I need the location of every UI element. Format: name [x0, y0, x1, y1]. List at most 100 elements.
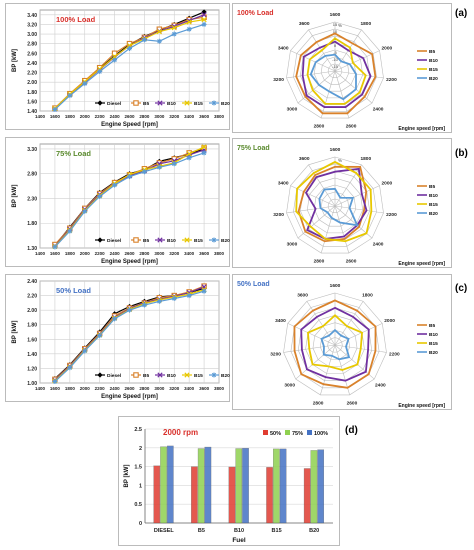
line1-legend-label: B15 — [194, 238, 203, 244]
bar0-bar-100pct — [279, 448, 287, 524]
bar0-bar-75pct — [273, 448, 280, 524]
line1-legend-label: B5 — [143, 238, 149, 244]
line2-xtick-label: 2600 — [124, 386, 135, 391]
line0-point-b20 — [186, 26, 192, 32]
line2-ytick-label: 2.00 — [27, 308, 37, 314]
line1-xtick-label: 2800 — [139, 251, 150, 256]
radar1-legend-label: B15 — [429, 202, 438, 208]
line2-legend-marker — [157, 372, 163, 378]
bar0-bar-50pct — [191, 466, 198, 524]
radar2-title: 50% Load — [237, 281, 270, 288]
radar2-axis-label: 1600 — [330, 283, 341, 289]
radar2-spoke — [287, 323, 336, 346]
line0-legend-marker — [211, 100, 217, 106]
radar0-ring — [320, 56, 350, 85]
radar1-spoke — [286, 205, 336, 214]
line1-point-b20 — [141, 169, 147, 175]
line1-xlabel: Engine Speed [rpm] — [101, 259, 158, 265]
radar0-ring-label: -10 — [332, 57, 339, 62]
radar0-series-b20 — [309, 53, 357, 101]
line2-point-b20 — [82, 348, 88, 354]
radar1-series-b10 — [304, 167, 368, 240]
line0-xtick-label: 3800 — [214, 114, 225, 119]
bar0-title: 2000 rpm — [163, 428, 198, 437]
radar2-legend-label: B20 — [429, 350, 438, 356]
radar0-series-b15 — [306, 37, 367, 105]
radar0-ring-label: -5 — [333, 50, 337, 55]
line0-legend-marker — [97, 100, 103, 106]
line1-point-b20 — [112, 182, 118, 188]
radar1-axis-label: 3600 — [299, 156, 310, 162]
radar0-series-b5 — [295, 32, 377, 115]
line1-title: 75% Load — [56, 149, 91, 158]
line0-xtick-label: 1400 — [35, 114, 46, 119]
bar0-bar-100pct — [167, 445, 174, 524]
radar1-spoke — [334, 205, 350, 254]
bar0-bar-100pct — [317, 449, 325, 524]
line2-legend-marker — [97, 372, 103, 378]
line0-xtick-label: 3600 — [199, 114, 210, 119]
radar0-series-b10 — [301, 40, 372, 108]
line0-xtick-label: 3000 — [154, 114, 165, 119]
line2-legend-label: B15 — [194, 373, 203, 379]
bar0-bar-50pct — [303, 468, 311, 524]
line1-point-b20 — [156, 164, 162, 170]
radar0-spoke — [297, 70, 336, 104]
bar0-ytick-label: 1 — [139, 483, 142, 489]
line0-legend-marker — [133, 100, 139, 106]
radar2-axis-label: 2600 — [347, 401, 358, 407]
line-chart-100-load-svg: 1.40 1.60 1.80 2.00 2.20 2.40 2.60 2.80 3.00 3.20… — [12, 9, 230, 128]
radar1-spoke — [320, 205, 336, 254]
radar2-spoke — [306, 301, 336, 346]
line1-point-b15 — [186, 151, 192, 157]
bar0-legend-label: 100% — [314, 431, 328, 437]
line0-xtick-label: 3400 — [184, 114, 195, 119]
line1-point-b20 — [186, 155, 192, 161]
radar0-axis-label: 2600 — [346, 124, 357, 130]
line0-ytick-label: 2.40 — [27, 61, 37, 67]
radar2-axis-label: 2800 — [313, 401, 324, 407]
radar1-axis-label: 2200 — [386, 212, 397, 218]
bar0-xlabel: Fuel — [232, 537, 246, 544]
line0-xtick-label: 2400 — [110, 114, 121, 119]
panel-tag-d: (d) — [345, 425, 358, 436]
line2-xtick-label: 2200 — [95, 386, 106, 391]
line2-legend-label: B20 — [221, 373, 230, 379]
line2-ylabel: BP [kW] — [12, 321, 18, 344]
line0-ytick-label: 1.60 — [27, 99, 37, 105]
radar2-angle-label: Engine speed [rpm] — [398, 403, 445, 409]
line2-point-b20 — [67, 365, 73, 371]
line0-xtick-label: 2600 — [124, 114, 135, 119]
line0-xtick-label: 1800 — [65, 114, 76, 119]
radar0-ring-label: -15 — [332, 64, 339, 69]
radar-chart-100-load-svg: 1600 1800 2000 2200 2400 2600 2800 3000 3200 3400… — [237, 10, 445, 132]
line0-legend-label: Diesel — [107, 101, 121, 107]
line0-ytick-label: 2.00 — [27, 80, 37, 86]
line2-ytick-label: 1.00 — [27, 381, 37, 387]
radar1-title: 75% Load — [237, 145, 270, 152]
radar1-axis-label: 2400 — [373, 241, 384, 247]
line1-point-b20 — [82, 208, 88, 214]
radar2-axis-label: 3000 — [284, 382, 295, 388]
bar-chart-2000-rpm: 0 0.5 1 1.5 2 2.5 DIESEL B5 B10 B15 B20 Fuel BP [kW]… — [118, 416, 340, 546]
radar1-axis-label: 2000 — [382, 180, 393, 186]
line1-legend-marker — [211, 237, 217, 243]
radar0-legend-label: B15 — [429, 67, 438, 73]
bar0-ytick-label: 2.5 — [134, 427, 142, 433]
radar2-series-b20 — [320, 328, 351, 361]
line0-ytick-label: 1.80 — [27, 90, 37, 96]
radar0-axis-label: 1600 — [330, 12, 341, 18]
radar1-axis-label: 3400 — [278, 180, 289, 186]
line2-point-b20 — [201, 288, 207, 294]
radar2-axis-label: 1800 — [362, 293, 373, 299]
line1-ytick-label: 1.30 — [27, 246, 37, 252]
radar1-spoke — [308, 164, 336, 207]
line2-xtick-label: 3400 — [184, 386, 195, 391]
bar0-bar-50pct — [228, 466, 236, 524]
line2-xtick-label: 2400 — [110, 386, 121, 391]
radar1-spoke — [334, 205, 384, 214]
line2-point-b20 — [171, 295, 177, 301]
line0-ytick-label: 3.20 — [27, 22, 37, 28]
line2-ytick-label: 1.80 — [27, 323, 37, 329]
radar0-legend-label: B5 — [429, 49, 435, 55]
